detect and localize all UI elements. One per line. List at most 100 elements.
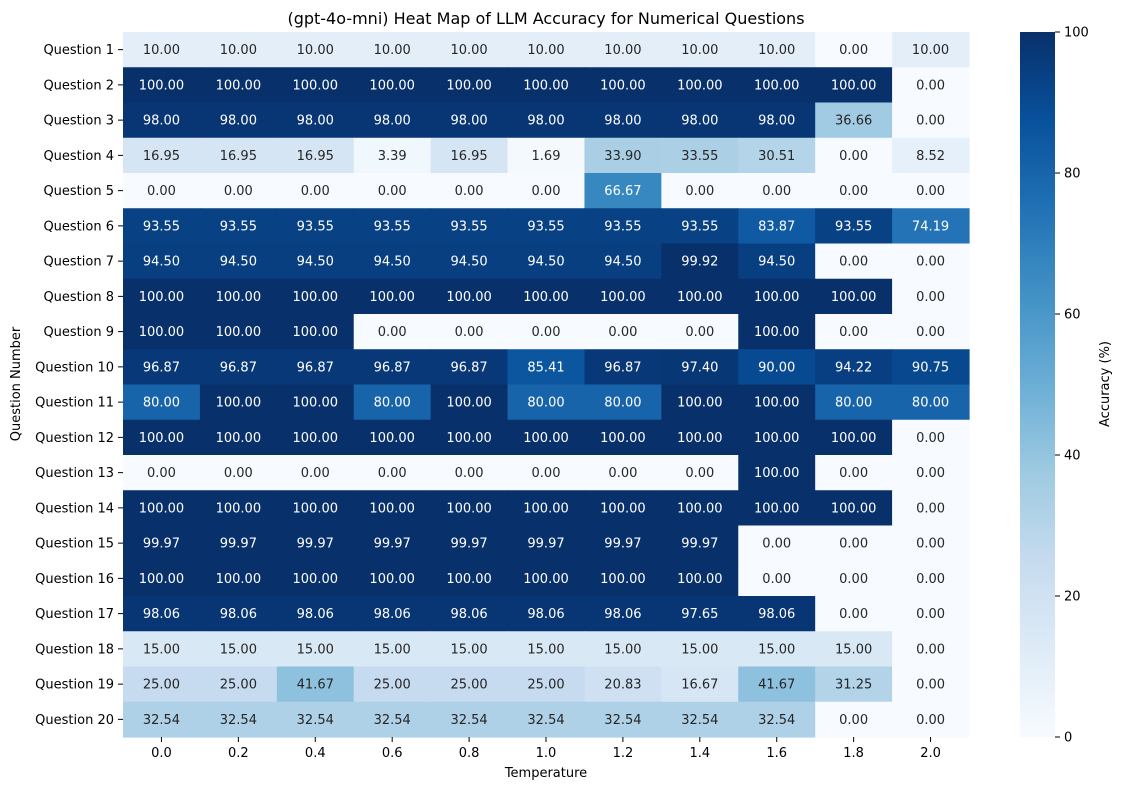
heatmap-cell — [892, 560, 970, 597]
cell-value-label: 41.67 — [297, 678, 334, 693]
cell-value-label: 100.00 — [754, 78, 800, 93]
heatmap-cell — [738, 349, 816, 386]
heatmap-cell — [123, 173, 201, 209]
heatmap-cell — [123, 384, 201, 421]
cell-value-label: 10.00 — [912, 43, 949, 58]
heatmap-cell — [353, 384, 432, 421]
colorbar-tick-label: 100 — [1064, 26, 1089, 41]
heatmap-cell — [815, 596, 893, 632]
cell-value-label: 93.55 — [450, 219, 487, 234]
cell-value-label: 100.00 — [600, 572, 646, 587]
heatmap-cell — [123, 314, 201, 350]
heatmap-cell — [892, 102, 970, 139]
cell-value-label: 0.00 — [916, 255, 945, 270]
heatmap-cell — [430, 173, 509, 209]
heatmap-cell — [353, 314, 432, 350]
x-tick-label: 1.4 — [689, 746, 710, 761]
heatmap-cell — [507, 208, 586, 245]
heatmap-cell — [199, 560, 278, 597]
heatmap-cell — [199, 278, 278, 315]
y-tick-label: Question 19 — [35, 678, 114, 693]
heatmap-cell — [430, 243, 509, 280]
heatmap-cell — [276, 384, 355, 421]
heatmap-cell — [661, 419, 739, 456]
cell-value-label: 80.00 — [527, 396, 564, 411]
cell-value-label: 0.00 — [378, 184, 407, 199]
heatmap-cell — [738, 666, 816, 703]
heatmap-cell — [661, 560, 739, 597]
heatmap-cell — [199, 314, 278, 350]
colorbar — [1020, 32, 1055, 737]
heatmap-cell — [276, 596, 355, 632]
cell-value-label: 15.00 — [604, 642, 641, 657]
cell-value-label: 80.00 — [604, 396, 641, 411]
cell-value-label: 0.00 — [532, 184, 561, 199]
heatmap-cell — [507, 102, 586, 139]
heatmap-cell — [507, 173, 586, 209]
cell-value-label: 15.00 — [681, 642, 718, 657]
heatmap-cell — [276, 455, 355, 491]
cell-value-label: 100.00 — [523, 78, 569, 93]
x-axis-label: Temperature — [504, 766, 587, 781]
cell-value-label: 100.00 — [754, 466, 800, 481]
heatmap-cell — [815, 102, 893, 139]
cell-value-label: 94.50 — [297, 255, 334, 270]
cell-value-label: 15.00 — [835, 642, 872, 657]
y-tick-label: Question 9 — [43, 325, 114, 340]
heatmap-cell — [738, 32, 816, 68]
heatmap-cell — [430, 32, 509, 68]
cell-value-label: 16.95 — [143, 149, 180, 164]
cell-value-label: 100.00 — [754, 396, 800, 411]
cell-value-label: 100.00 — [677, 396, 723, 411]
heatmap-cell — [584, 314, 662, 350]
cell-value-label: 0.00 — [378, 466, 407, 481]
cell-value-label: 25.00 — [143, 678, 180, 693]
heatmap-cell — [892, 349, 970, 386]
cell-value-label: 100.00 — [677, 572, 723, 587]
cell-value-label: 0.00 — [916, 501, 945, 516]
x-tick-label: 2.0 — [920, 746, 941, 761]
heatmap-cell — [123, 32, 201, 68]
y-tick-label: Question 18 — [35, 642, 114, 657]
cell-value-label: 100.00 — [677, 431, 723, 446]
heatmap-cell — [430, 631, 509, 668]
heatmap-cell — [815, 32, 893, 68]
cell-value-label: 98.06 — [143, 607, 180, 622]
heatmap-cell — [123, 208, 201, 245]
heatmap-cell — [892, 419, 970, 456]
cell-value-label: 0.00 — [839, 325, 868, 340]
cell-value-label: 80.00 — [835, 396, 872, 411]
heatmap-cell — [815, 701, 893, 738]
heatmap-cell — [123, 666, 201, 703]
cell-value-label: 0.00 — [916, 184, 945, 199]
cell-value-label: 100.00 — [369, 290, 415, 305]
heatmap-cell — [815, 173, 893, 209]
heatmap-cell — [661, 701, 739, 738]
cell-value-label: 30.51 — [758, 149, 795, 164]
cell-value-label: 100.00 — [677, 290, 723, 305]
cell-value-label: 98.00 — [374, 114, 411, 129]
cell-value-label: 100.00 — [369, 572, 415, 587]
cell-value-label: 32.54 — [681, 713, 718, 728]
heatmap-cell — [892, 208, 970, 245]
cell-value-label: 100.00 — [600, 431, 646, 446]
heatmap-cell — [430, 208, 509, 245]
heatmap-cell — [123, 596, 201, 632]
heatmap-cell — [507, 243, 586, 280]
cell-value-label: 0.00 — [916, 466, 945, 481]
heatmap-cell — [276, 102, 355, 139]
cell-value-label: 25.00 — [374, 678, 411, 693]
cell-value-label: 100.00 — [369, 501, 415, 516]
heatmap-cell — [507, 490, 586, 527]
cell-value-label: 97.40 — [681, 360, 718, 375]
heatmap-cell — [276, 67, 355, 104]
cell-value-label: 10.00 — [681, 43, 718, 58]
heatmap-cell — [892, 525, 970, 562]
heatmap-cell — [199, 455, 278, 491]
y-tick-label: Question 11 — [35, 396, 114, 411]
cell-value-label: 0.00 — [301, 184, 330, 199]
cell-value-label: 0.00 — [608, 466, 637, 481]
heatmap-cell — [584, 67, 662, 104]
cell-value-label: 0.00 — [301, 466, 330, 481]
heatmap-cell — [430, 278, 509, 315]
